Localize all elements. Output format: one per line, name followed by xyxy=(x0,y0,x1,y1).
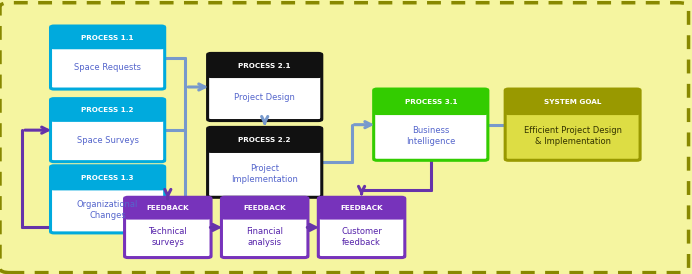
Text: Financial
analysis: Financial analysis xyxy=(246,227,283,247)
FancyBboxPatch shape xyxy=(221,197,308,258)
FancyBboxPatch shape xyxy=(208,53,322,78)
Bar xyxy=(129,209,206,218)
FancyBboxPatch shape xyxy=(318,197,405,258)
Bar xyxy=(323,209,400,218)
FancyBboxPatch shape xyxy=(51,99,165,122)
Text: PROCESS 2.2: PROCESS 2.2 xyxy=(239,137,291,143)
Text: Business
Intelligence: Business Intelligence xyxy=(406,126,455,146)
Bar xyxy=(55,111,160,121)
Text: FEEDBACK: FEEDBACK xyxy=(244,206,286,212)
Text: Efficient Project Design
& Implementation: Efficient Project Design & Implementatio… xyxy=(524,126,621,146)
Text: PROCESS 1.1: PROCESS 1.1 xyxy=(82,35,134,41)
Text: Space Surveys: Space Surveys xyxy=(77,136,138,145)
Text: SYSTEM GOAL: SYSTEM GOAL xyxy=(544,99,601,105)
Bar xyxy=(379,103,483,114)
FancyBboxPatch shape xyxy=(208,127,322,153)
Bar xyxy=(212,141,317,152)
Text: PROCESS 3.1: PROCESS 3.1 xyxy=(405,99,457,105)
Text: Space Requests: Space Requests xyxy=(74,63,141,72)
FancyBboxPatch shape xyxy=(505,89,640,160)
FancyBboxPatch shape xyxy=(51,26,165,89)
Bar xyxy=(55,39,160,48)
FancyBboxPatch shape xyxy=(505,89,640,115)
Text: Organizational
Changes: Organizational Changes xyxy=(77,200,138,220)
Bar xyxy=(212,67,317,77)
FancyBboxPatch shape xyxy=(374,89,488,115)
FancyBboxPatch shape xyxy=(125,197,211,219)
FancyBboxPatch shape xyxy=(51,166,165,190)
Bar xyxy=(55,179,160,189)
FancyBboxPatch shape xyxy=(374,89,488,160)
FancyBboxPatch shape xyxy=(208,127,322,197)
Bar xyxy=(226,209,303,218)
Text: Project Design: Project Design xyxy=(235,93,295,102)
Text: PROCESS 2.1: PROCESS 2.1 xyxy=(239,63,291,69)
FancyBboxPatch shape xyxy=(51,166,165,233)
FancyBboxPatch shape xyxy=(51,26,165,49)
Text: PROCESS 1.2: PROCESS 1.2 xyxy=(82,107,134,113)
Text: Customer
feedback: Customer feedback xyxy=(341,227,382,247)
Text: FEEDBACK: FEEDBACK xyxy=(340,206,383,212)
FancyBboxPatch shape xyxy=(0,3,689,273)
Text: Technical
surveys: Technical surveys xyxy=(149,227,187,247)
Text: FEEDBACK: FEEDBACK xyxy=(147,206,189,212)
FancyBboxPatch shape xyxy=(318,197,405,219)
Text: Project
Implementation: Project Implementation xyxy=(231,164,298,184)
FancyBboxPatch shape xyxy=(51,99,165,162)
FancyBboxPatch shape xyxy=(208,53,322,121)
Bar xyxy=(510,103,635,114)
FancyBboxPatch shape xyxy=(125,197,211,258)
FancyBboxPatch shape xyxy=(221,197,308,219)
Text: PROCESS 1.3: PROCESS 1.3 xyxy=(82,175,134,181)
